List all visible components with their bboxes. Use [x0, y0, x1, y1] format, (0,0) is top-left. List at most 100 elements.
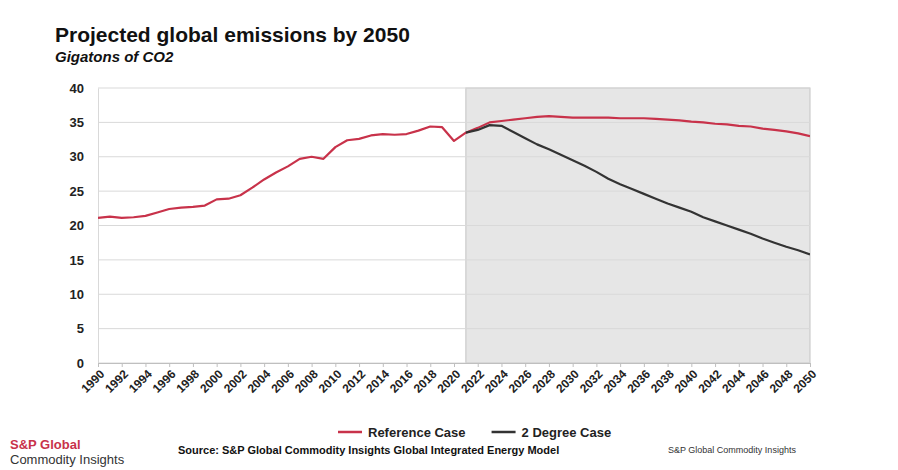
- y-axis-line: [98, 89, 99, 364]
- y-tick-label: 20: [70, 218, 84, 233]
- source: Source: S&P Global Commodity Insights Gl…: [178, 444, 559, 456]
- x-tick: 2022: [458, 363, 487, 396]
- x-tick-mark: [122, 363, 123, 367]
- x-tick-mark: [763, 363, 764, 367]
- grid-line: [98, 294, 810, 295]
- x-tick-mark: [383, 363, 384, 367]
- x-tick-mark: [312, 363, 313, 367]
- x-tick: 2038: [648, 363, 677, 396]
- x-tick-label: 2034: [601, 367, 630, 396]
- series-line: [466, 125, 810, 254]
- x-tick: 2044: [719, 363, 748, 396]
- x-tick-label: 2004: [245, 367, 274, 396]
- x-tick-label: 2022: [458, 367, 487, 396]
- legend-item: Reference Case: [338, 425, 466, 440]
- chart: Projected global emissions by 2050Gigato…: [0, 0, 898, 470]
- x-axis: 1990199219941996199820002002200420062008…: [78, 363, 819, 396]
- x-tick: 2020: [434, 363, 463, 396]
- x-tick-label: 2008: [292, 367, 321, 396]
- x-tick-mark: [288, 363, 289, 367]
- legend-item: 2 Degree Case: [492, 425, 612, 440]
- y-tick: 30: [70, 149, 98, 164]
- legend-swatch: [338, 431, 362, 434]
- x-tick-label: 2028: [529, 367, 558, 396]
- x-tick-label: 2038: [648, 367, 677, 396]
- x-tick-label: 2046: [743, 367, 772, 396]
- y-tick-label: 0: [77, 356, 84, 371]
- x-tick: 2042: [696, 363, 725, 396]
- x-tick-mark: [596, 363, 597, 367]
- legend: Reference Case 2 Degree Case: [338, 425, 611, 440]
- x-tick-label: 1998: [173, 367, 202, 396]
- y-tick: 20: [70, 218, 98, 233]
- x-tick: 2030: [553, 363, 582, 396]
- x-tick-label: 2012: [340, 367, 369, 396]
- x-tick-mark: [644, 363, 645, 367]
- x-tick: 2048: [767, 363, 796, 396]
- x-tick: 2046: [743, 363, 772, 396]
- x-tick: 2000: [197, 363, 226, 396]
- x-tick-mark: [715, 363, 716, 367]
- x-tick-mark: [217, 363, 218, 367]
- x-tick: 2010: [316, 363, 345, 396]
- y-tick-label: 10: [70, 287, 84, 302]
- x-tick-label: 2050: [790, 367, 819, 396]
- x-tick-label: 1992: [102, 367, 131, 396]
- x-tick-label: 2044: [719, 367, 748, 396]
- x-tick: 2014: [363, 363, 392, 396]
- y-tick-label: 40: [70, 81, 84, 96]
- x-tick-label: 2018: [411, 367, 440, 396]
- grid: [98, 88, 810, 363]
- grid-line: [98, 156, 810, 157]
- x-tick: 2016: [387, 363, 416, 396]
- x-tick: 1990: [78, 363, 107, 396]
- x-tick-label: 2036: [624, 367, 653, 396]
- x-tick-label: 2024: [482, 367, 511, 396]
- legend-swatch: [492, 431, 516, 434]
- x-tick-mark: [786, 363, 787, 367]
- x-tick: 2004: [245, 363, 274, 396]
- x-tick-mark: [573, 363, 574, 367]
- y-tick: 25: [70, 184, 98, 199]
- x-tick: 1992: [102, 363, 131, 396]
- x-tick-mark: [359, 363, 360, 367]
- x-tick-mark: [739, 363, 740, 367]
- x-tick-label: 2006: [268, 367, 297, 396]
- grid-line: [98, 225, 810, 226]
- y-tick: 40: [70, 81, 98, 96]
- x-tick: 2028: [529, 363, 558, 396]
- x-tick-label: 1994: [126, 367, 155, 396]
- x-tick-mark: [98, 363, 99, 367]
- x-tick: 2006: [268, 363, 297, 396]
- x-tick-mark: [810, 363, 811, 367]
- x-tick-mark: [501, 363, 502, 367]
- x-tick-mark: [145, 363, 146, 367]
- subtitle: Gigatons of CO2: [55, 48, 174, 65]
- grid-line: [98, 88, 810, 89]
- x-tick: 2032: [577, 363, 606, 396]
- grid-line: [98, 191, 810, 192]
- x-tick-mark: [478, 363, 479, 367]
- x-tick: 1998: [173, 363, 202, 396]
- x-tick-label: 1996: [150, 367, 179, 396]
- x-tick-mark: [169, 363, 170, 367]
- x-tick: 2040: [672, 363, 701, 396]
- x-tick: 1996: [150, 363, 179, 396]
- y-tick: 5: [77, 321, 98, 336]
- x-tick-label: 2026: [506, 367, 535, 396]
- x-tick-mark: [240, 363, 241, 367]
- series-line: [98, 116, 810, 218]
- x-tick-label: 2030: [553, 367, 582, 396]
- footer: S&P Global Commodity Insights: [668, 445, 796, 455]
- x-tick: 2008: [292, 363, 321, 396]
- x-tick-mark: [620, 363, 621, 367]
- x-tick-label: 2032: [577, 367, 606, 396]
- plot: 0510152025303540199019921994199619982000…: [70, 81, 820, 396]
- x-tick-mark: [525, 363, 526, 367]
- logo: Commodity Insights: [10, 452, 125, 467]
- y-tick-label: 5: [77, 321, 84, 336]
- x-tick: 2026: [506, 363, 535, 396]
- x-tick-label: 1990: [78, 367, 107, 396]
- y-tick-label: 35: [70, 115, 84, 130]
- x-tick-label: 2042: [696, 367, 725, 396]
